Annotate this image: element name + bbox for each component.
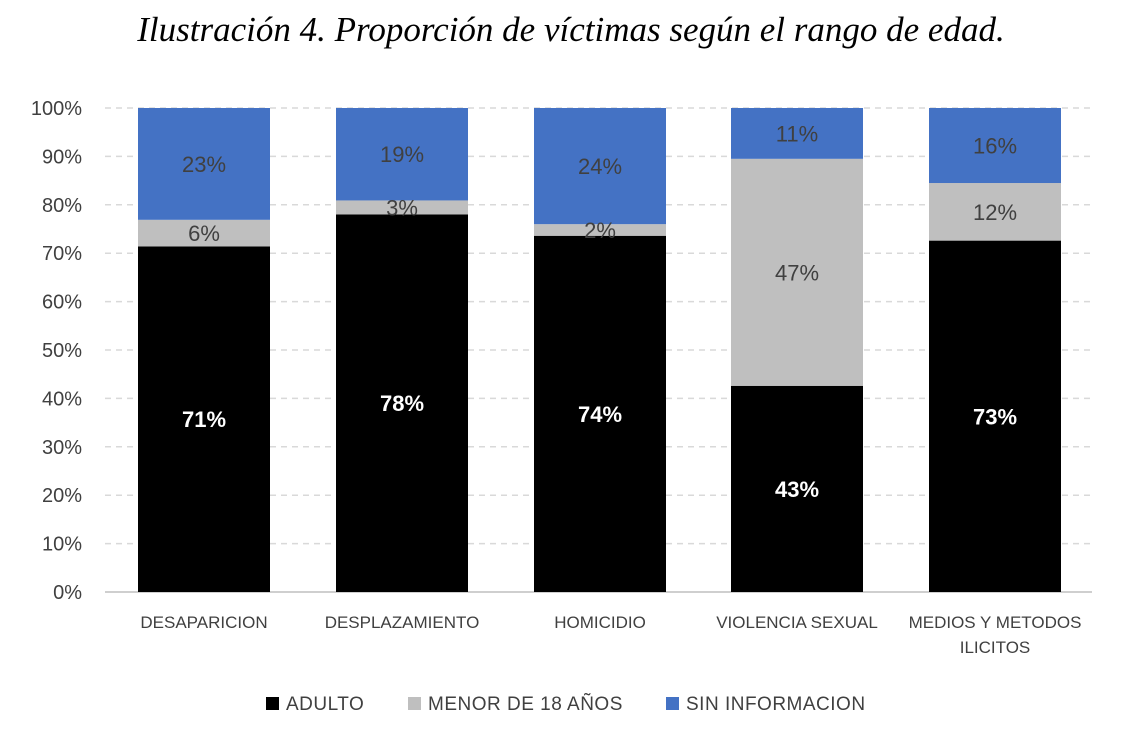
y-tick-label: 20% — [42, 485, 82, 507]
data-label: 43% — [775, 477, 819, 502]
legend-swatch — [408, 697, 421, 710]
bar-segment — [929, 108, 1061, 184]
bar-segment — [731, 108, 863, 159]
legend-swatch — [266, 697, 279, 710]
legend-label: MENOR DE 18 AÑOS — [428, 693, 623, 715]
bar-segment — [336, 214, 468, 593]
y-tick-label: 50% — [42, 340, 82, 362]
data-label: 23% — [182, 152, 226, 177]
bar-segment — [731, 158, 863, 386]
bar-segment — [534, 108, 666, 225]
x-category-label: HOMICIDIO — [554, 613, 646, 632]
bar-segment — [534, 224, 666, 236]
y-tick-label: 30% — [42, 437, 82, 459]
bar-segment — [534, 235, 666, 592]
x-category-label: ILICITOS — [960, 638, 1031, 657]
y-tick-label: 10% — [42, 534, 82, 556]
x-axis-categories: DESAPARICION DESPLAZAMIENTO HOMICIDIO VIOLE… — [140, 613, 1081, 657]
data-label: 2% — [584, 218, 616, 243]
data-label: 19% — [380, 142, 424, 167]
legend-label: SIN INFORMACION — [686, 694, 866, 715]
x-category-label: DESPLAZAMIENTO — [325, 613, 480, 632]
data-label: 16% — [973, 134, 1017, 159]
legend-swatch — [666, 697, 679, 710]
data-label: 78% — [380, 391, 424, 416]
y-tick-label: 90% — [42, 146, 82, 168]
data-label: 74% — [578, 402, 622, 427]
data-label: 73% — [973, 404, 1017, 429]
y-axis-ticks: 0% 10% 20% 30% 40% 50% 60% 70% 80% 90% 100% — [31, 98, 82, 604]
chart-title: Ilustración 4. Proporción de víctimas se… — [137, 10, 1005, 49]
y-tick-label: 0% — [53, 582, 82, 604]
x-category-label: DESAPARICION — [140, 613, 267, 632]
bar-segment — [731, 385, 863, 592]
bar-segment — [138, 108, 270, 220]
data-label: 3% — [386, 195, 418, 220]
bar-segment — [336, 200, 468, 215]
data-label: 47% — [775, 260, 819, 285]
y-tick-label: 80% — [42, 195, 82, 217]
y-tick-label: 70% — [42, 243, 82, 265]
data-label: 11% — [776, 121, 818, 146]
data-label: 12% — [973, 200, 1017, 225]
legend-label: ADULTO — [286, 694, 364, 715]
legend: ADULTO MENOR DE 18 AÑOS SIN INFORMACION — [266, 693, 866, 715]
y-tick-label: 60% — [42, 292, 82, 314]
y-tick-label: 100% — [31, 98, 82, 120]
data-labels: 71% 6% 23% 78% 3% 19% 74% 2% 24% 43% 47% 11% 73% 12% 1… — [182, 121, 1017, 501]
x-category-label: MEDIOS Y METODOS — [909, 613, 1082, 632]
bars — [138, 108, 1061, 593]
data-label: 6% — [188, 221, 220, 246]
bar-segment — [138, 246, 270, 592]
y-tick-label: 40% — [42, 388, 82, 410]
bar-segment — [929, 240, 1061, 592]
data-label: 24% — [578, 154, 622, 179]
data-label: 71% — [182, 407, 226, 432]
bar-segment — [336, 108, 468, 201]
bar-segment — [929, 183, 1061, 241]
bar-segment — [138, 219, 270, 247]
x-category-label: VIOLENCIA SEXUAL — [716, 613, 878, 632]
